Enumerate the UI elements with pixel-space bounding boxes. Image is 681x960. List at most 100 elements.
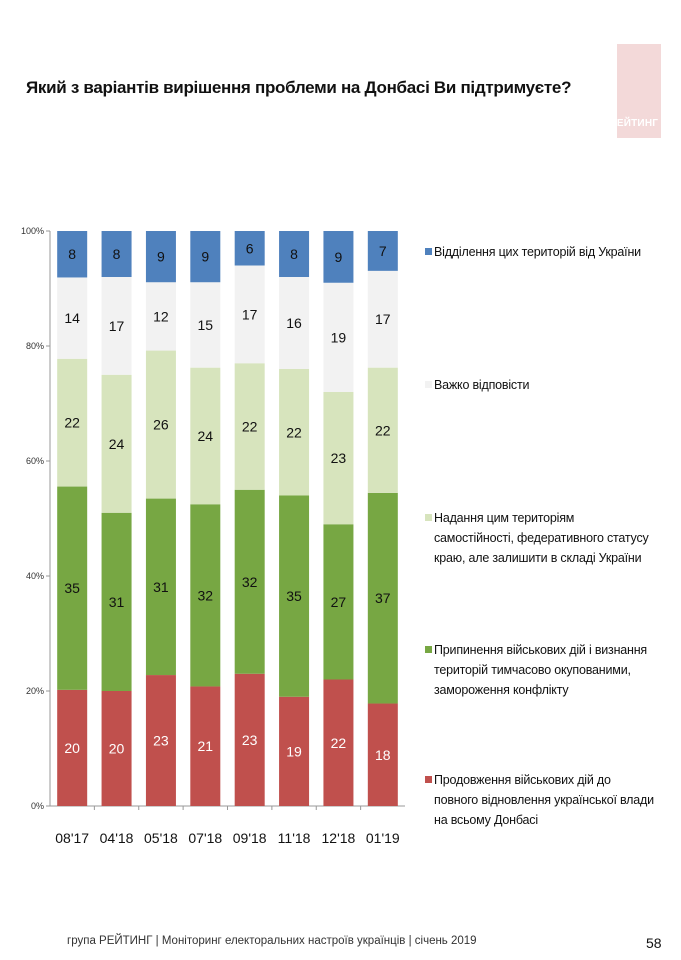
y-tick-label: 80% xyxy=(26,341,44,351)
logo-label: РЕЙТИНГ xyxy=(610,118,659,129)
y-tick-label: 40% xyxy=(26,571,44,581)
bar-segment xyxy=(323,524,354,680)
bar-segment xyxy=(190,282,221,368)
data-label: 8 xyxy=(290,246,298,262)
x-tick-label: 01'19 xyxy=(366,830,400,846)
data-label: 17 xyxy=(375,311,391,327)
x-tick-label: 11'18 xyxy=(278,830,311,846)
bar-segment xyxy=(323,231,354,283)
page-number: 58 xyxy=(646,935,662,951)
bar-segment xyxy=(190,686,221,806)
y-tick-label: 20% xyxy=(26,686,44,696)
data-label: 9 xyxy=(335,249,343,265)
bar-segment xyxy=(367,492,398,704)
bar-segment xyxy=(279,369,310,496)
legend-item-separation: Відділення цих територій від України xyxy=(425,242,654,262)
bar-segment xyxy=(323,392,354,525)
bar-segment xyxy=(367,270,398,368)
data-label: 35 xyxy=(286,588,302,604)
bar-segment xyxy=(190,231,221,283)
bar-segment xyxy=(145,675,176,806)
data-label: 21 xyxy=(198,738,214,754)
rating-logo xyxy=(617,44,661,138)
bar-segment xyxy=(323,679,354,806)
data-label: 19 xyxy=(286,743,302,759)
bar-segment xyxy=(57,689,88,806)
legend-label: Надання цим територіям самостійності, фе… xyxy=(434,511,649,565)
data-label: 12 xyxy=(153,308,169,324)
bar-segment xyxy=(101,512,132,691)
data-label: 23 xyxy=(242,732,258,748)
data-label: 17 xyxy=(109,318,125,334)
data-label: 24 xyxy=(109,436,125,452)
data-label: 9 xyxy=(201,249,209,265)
data-label: 31 xyxy=(109,594,125,610)
data-label: 9 xyxy=(157,249,165,265)
data-label: 35 xyxy=(64,580,80,596)
bar-segment xyxy=(234,363,265,490)
bar-segment xyxy=(279,231,310,277)
bar-segment xyxy=(190,367,221,505)
data-label: 19 xyxy=(331,329,347,345)
data-label: 32 xyxy=(198,587,214,603)
data-label: 20 xyxy=(109,741,125,757)
bar-segment xyxy=(367,231,398,271)
data-label: 8 xyxy=(113,246,121,262)
data-label: 32 xyxy=(242,574,258,590)
y-tick-label: 0% xyxy=(31,801,44,811)
data-label: 14 xyxy=(64,310,80,326)
bar-segment xyxy=(57,277,88,359)
data-label: 23 xyxy=(331,450,347,466)
legend-label: Припинення військових дій і визнання тер… xyxy=(434,643,648,697)
bar-segment xyxy=(279,696,310,806)
legend-item-continue-war: Продовження військових дій до повного ві… xyxy=(425,770,654,830)
bar-segment xyxy=(234,489,265,674)
bar-segment xyxy=(234,265,265,364)
legend-swatch xyxy=(425,514,432,521)
bar-segment xyxy=(145,231,176,283)
x-tick-label: 09'18 xyxy=(233,830,267,846)
data-label: 17 xyxy=(242,306,258,322)
x-tick-label: 05'18 xyxy=(144,830,178,846)
legend-swatch xyxy=(425,646,432,653)
legend-item-hard-to-say: Важко відповісти xyxy=(425,375,654,395)
data-label: 16 xyxy=(286,315,302,331)
data-label: 6 xyxy=(246,240,254,256)
data-label: 20 xyxy=(64,740,80,756)
y-tick-label: 60% xyxy=(26,456,44,466)
data-label: 22 xyxy=(286,424,302,440)
legend-swatch xyxy=(425,248,432,255)
bar-segment xyxy=(101,374,132,513)
legend-item-ceasefire: Припинення військових дій і визнання тер… xyxy=(425,640,654,700)
legend-label: Продовження військових дій до повного ві… xyxy=(434,773,654,827)
data-label: 26 xyxy=(153,417,169,433)
bar-segment xyxy=(234,673,265,806)
data-label: 37 xyxy=(375,590,391,606)
legend-item-autonomy: Надання цим територіям самостійності, фе… xyxy=(425,508,654,568)
data-label: 15 xyxy=(198,317,214,333)
data-label: 23 xyxy=(153,733,169,749)
data-label: 22 xyxy=(242,419,258,435)
legend-swatch xyxy=(425,381,432,388)
data-label: 22 xyxy=(64,415,80,431)
bar-segment xyxy=(145,498,176,676)
x-tick-label: 08'17 xyxy=(55,830,89,846)
bar-segment xyxy=(234,231,265,266)
data-label: 18 xyxy=(375,747,391,763)
x-tick-label: 12'18 xyxy=(322,830,356,846)
legend-swatch xyxy=(425,776,432,783)
bar-segment xyxy=(145,350,176,499)
bar-segment xyxy=(101,691,132,806)
data-label: 8 xyxy=(68,246,76,262)
legend-label: Відділення цих територій від України xyxy=(434,245,641,259)
data-label: 31 xyxy=(153,579,169,595)
bar-segment xyxy=(57,231,88,278)
chart-title: Який з варіантів вирішення проблеми на Д… xyxy=(26,78,572,97)
bar-segment xyxy=(367,367,398,493)
data-label: 24 xyxy=(198,428,214,444)
bar-segment xyxy=(101,231,132,277)
y-tick-label: 100% xyxy=(21,226,44,236)
legend-label: Важко відповісти xyxy=(434,378,530,392)
x-tick-label: 04'18 xyxy=(100,830,134,846)
